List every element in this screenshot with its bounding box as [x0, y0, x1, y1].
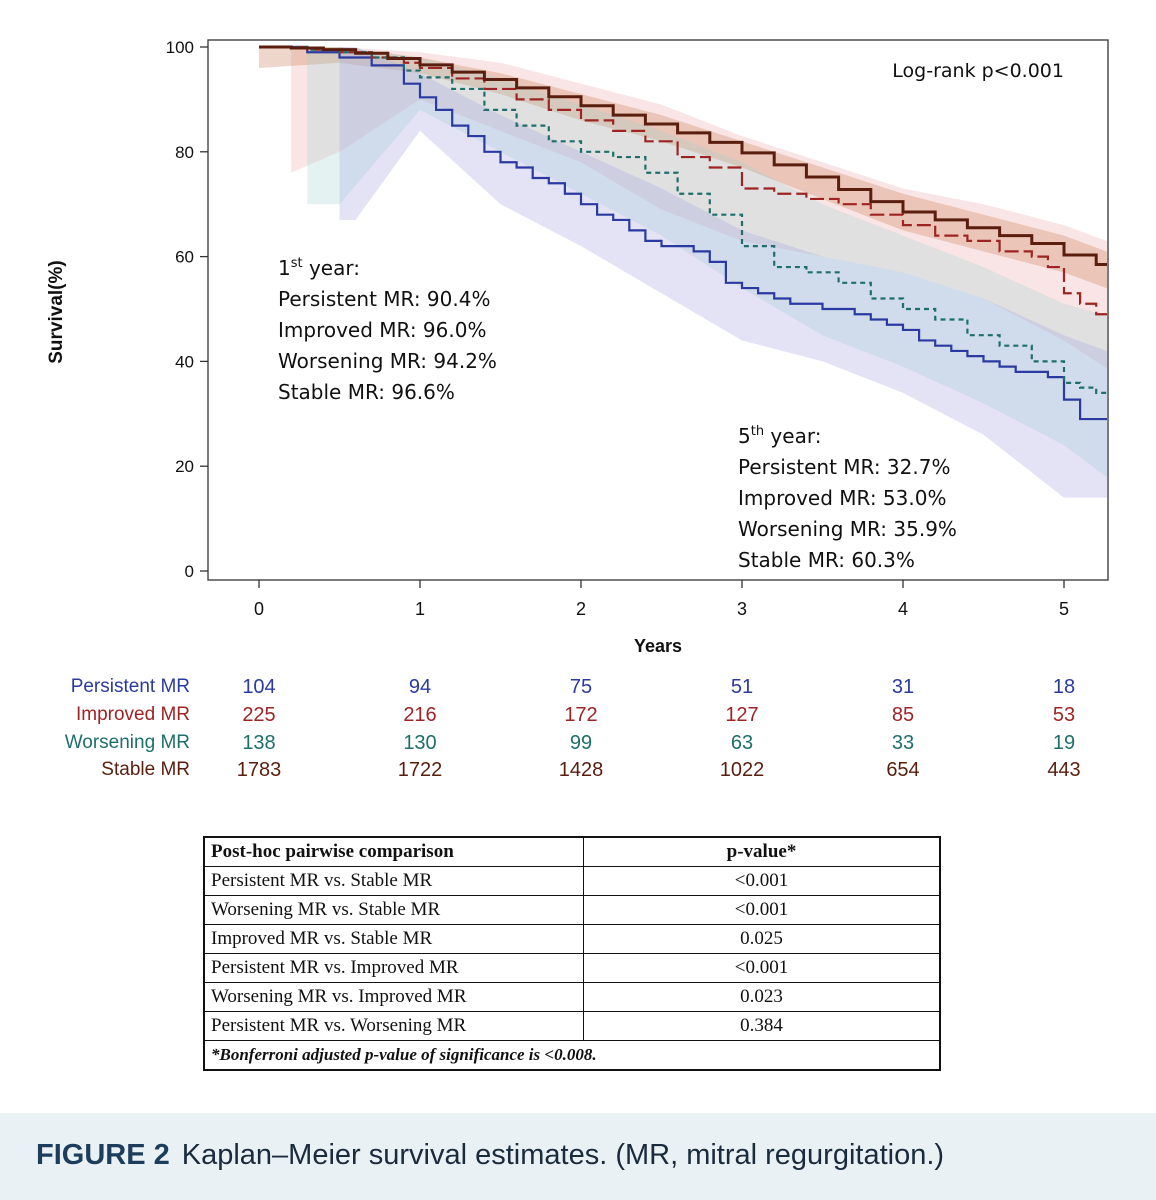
posthoc-comparison-table: Post-hoc pairwise comparison p-value* Pe…: [203, 836, 941, 1071]
table-row: Worsening MR vs. Stable MR <0.001: [203, 895, 941, 925]
x-tick-label: 4: [898, 599, 908, 619]
figure-caption-bar: FIGURE 2 Kaplan–Meier survival estimates.…: [0, 1113, 1156, 1200]
first-year-summary-heading: 1st year:: [278, 256, 360, 280]
confidence-bands: [259, 47, 1107, 498]
risk-count: 130: [403, 732, 437, 754]
confidence-band-improved-mr: [291, 47, 1107, 369]
comparison-cell: Persistent MR vs. Worsening MR: [203, 1011, 584, 1041]
fifth-year-summary-line: Persistent MR: 32.7%: [738, 455, 950, 479]
table-row: Persistent MR vs. Improved MR <0.001: [203, 953, 941, 983]
posthoc-footnote-row: *Bonferroni adjusted p-value of signific…: [203, 1040, 941, 1071]
pvalue-cell: <0.001: [583, 866, 941, 896]
table-row: Improved MR vs. Stable MR 0.025: [203, 924, 941, 954]
risk-count: 172: [564, 704, 598, 726]
plot-frame: [207, 39, 1109, 581]
first-year-summary: 1st year: Persistent MR: 90.4% Improved MR…: [278, 256, 497, 404]
table-row: Worsening MR vs. Improved MR 0.023: [203, 982, 941, 1012]
fifth-year-summary-line: Worsening MR: 35.9%: [738, 517, 957, 541]
comparison-cell: Worsening MR vs. Improved MR: [203, 982, 584, 1012]
y-tick-label: 80: [175, 143, 194, 162]
figure-caption: FIGURE 2 Kaplan–Meier survival estimates.…: [36, 1139, 944, 1172]
fifth-year-summary: 5th year: Persistent MR: 32.7% Improved MR…: [738, 424, 957, 572]
risk-count: 1722: [397, 759, 443, 781]
x-tick-label: 1: [415, 599, 425, 619]
risk-row-label: Persistent MR: [70, 676, 190, 697]
comparison-cell: Improved MR vs. Stable MR: [203, 924, 584, 954]
y-tick-label: 40: [175, 352, 194, 371]
number-at-risk-table: Persistent MR 104 94 75 51 31 18 Improved MR 225…: [0, 670, 1156, 790]
first-year-summary-line: Persistent MR: 90.4%: [278, 287, 490, 311]
risk-row: Worsening MR 138 130 99 63 33 19: [0, 732, 1156, 760]
x-axis-label: Years: [634, 636, 682, 656]
series-line-persistent-mr: [259, 45, 1107, 421]
risk-count: 127: [725, 704, 759, 726]
survival-curves: [259, 45, 1107, 421]
comparison-cell: Worsening MR vs. Stable MR: [203, 895, 584, 925]
confidence-band-persistent-mr: [339, 47, 1107, 498]
y-tick-label: 100: [166, 38, 194, 57]
risk-row: Improved MR 225 216 172 127 85 53: [0, 704, 1156, 732]
comparison-cell: Persistent MR vs. Stable MR: [203, 866, 584, 896]
risk-count: 1783: [236, 759, 282, 781]
series-line-worsening-mr: [259, 45, 1107, 394]
figure-caption-label: FIGURE 2: [36, 1139, 170, 1171]
posthoc-header-pvalue: p-value*: [583, 836, 941, 867]
logrank-annotation: Log-rank p<0.001: [892, 60, 1064, 82]
risk-count: 85: [891, 704, 915, 726]
risk-row: Persistent MR 104 94 75 51 31 18: [0, 676, 1156, 704]
comparison-cell: Persistent MR vs. Improved MR: [203, 953, 584, 983]
risk-row-label: Worsening MR: [64, 732, 190, 753]
table-row: Persistent MR vs. Worsening MR 0.384: [203, 1011, 941, 1041]
x-tick-label: 0: [254, 599, 264, 619]
risk-count: 18: [1052, 676, 1076, 698]
risk-row-label: Improved MR: [75, 704, 190, 725]
table-row: Persistent MR vs. Stable MR <0.001: [203, 866, 941, 896]
confidence-band-worsening-mr: [307, 47, 1107, 478]
risk-count: 104: [242, 676, 276, 698]
posthoc-footnote: *Bonferroni adjusted p-value of signific…: [203, 1040, 941, 1071]
risk-row-label: Stable MR: [101, 759, 190, 780]
risk-count: 33: [891, 732, 915, 754]
km-survival-chart: 0 20 40 60 80 100 0 1 2 3 4 5 Years Survival(%) Log-ra…: [46, 38, 1109, 656]
pvalue-cell: 0.025: [583, 924, 941, 954]
first-year-summary-line: Worsening MR: 94.2%: [278, 349, 497, 373]
risk-count: 99: [569, 732, 593, 754]
pvalue-cell: <0.001: [583, 953, 941, 983]
pvalue-cell: 0.384: [583, 1011, 941, 1041]
risk-count: 53: [1052, 704, 1076, 726]
fifth-year-summary-line: Improved MR: 53.0%: [738, 486, 946, 510]
x-tick-label: 2: [576, 599, 586, 619]
risk-count: 63: [730, 732, 754, 754]
risk-count: 654: [886, 759, 920, 781]
y-tick-label: 20: [175, 457, 194, 476]
y-tick-label: 0: [185, 562, 194, 581]
risk-count: 94: [408, 676, 432, 698]
risk-count: 443: [1047, 759, 1081, 781]
pvalue-cell: 0.023: [583, 982, 941, 1012]
x-tick-label: 5: [1059, 599, 1069, 619]
y-axis-label: Survival(%): [46, 260, 67, 363]
y-tick-label: 60: [175, 248, 194, 267]
posthoc-header-comparison: Post-hoc pairwise comparison: [203, 836, 584, 867]
risk-count: 75: [569, 676, 593, 698]
risk-count: 216: [403, 704, 437, 726]
risk-count: 1428: [558, 759, 604, 781]
risk-count: 225: [242, 704, 276, 726]
risk-count: 1022: [719, 759, 765, 781]
fifth-year-summary-line: Stable MR: 60.3%: [738, 548, 915, 572]
x-tick-label: 3: [737, 599, 747, 619]
risk-count: 31: [891, 676, 915, 698]
first-year-summary-line: Improved MR: 96.0%: [278, 318, 486, 342]
risk-row: Stable MR 1783 1722 1428 1022 654 443: [0, 759, 1156, 787]
series-line-stable-mr: [259, 45, 1107, 266]
figure-caption-text: Kaplan–Meier survival estimates. (MR, mi…: [181, 1139, 945, 1171]
risk-count: 138: [242, 732, 276, 754]
pvalue-cell: <0.001: [583, 895, 941, 925]
fifth-year-summary-heading: 5th year:: [738, 424, 821, 448]
posthoc-header-row: Post-hoc pairwise comparison p-value*: [203, 836, 941, 867]
risk-count: 19: [1052, 732, 1076, 754]
first-year-summary-line: Stable MR: 96.6%: [278, 380, 455, 404]
risk-count: 51: [730, 676, 754, 698]
